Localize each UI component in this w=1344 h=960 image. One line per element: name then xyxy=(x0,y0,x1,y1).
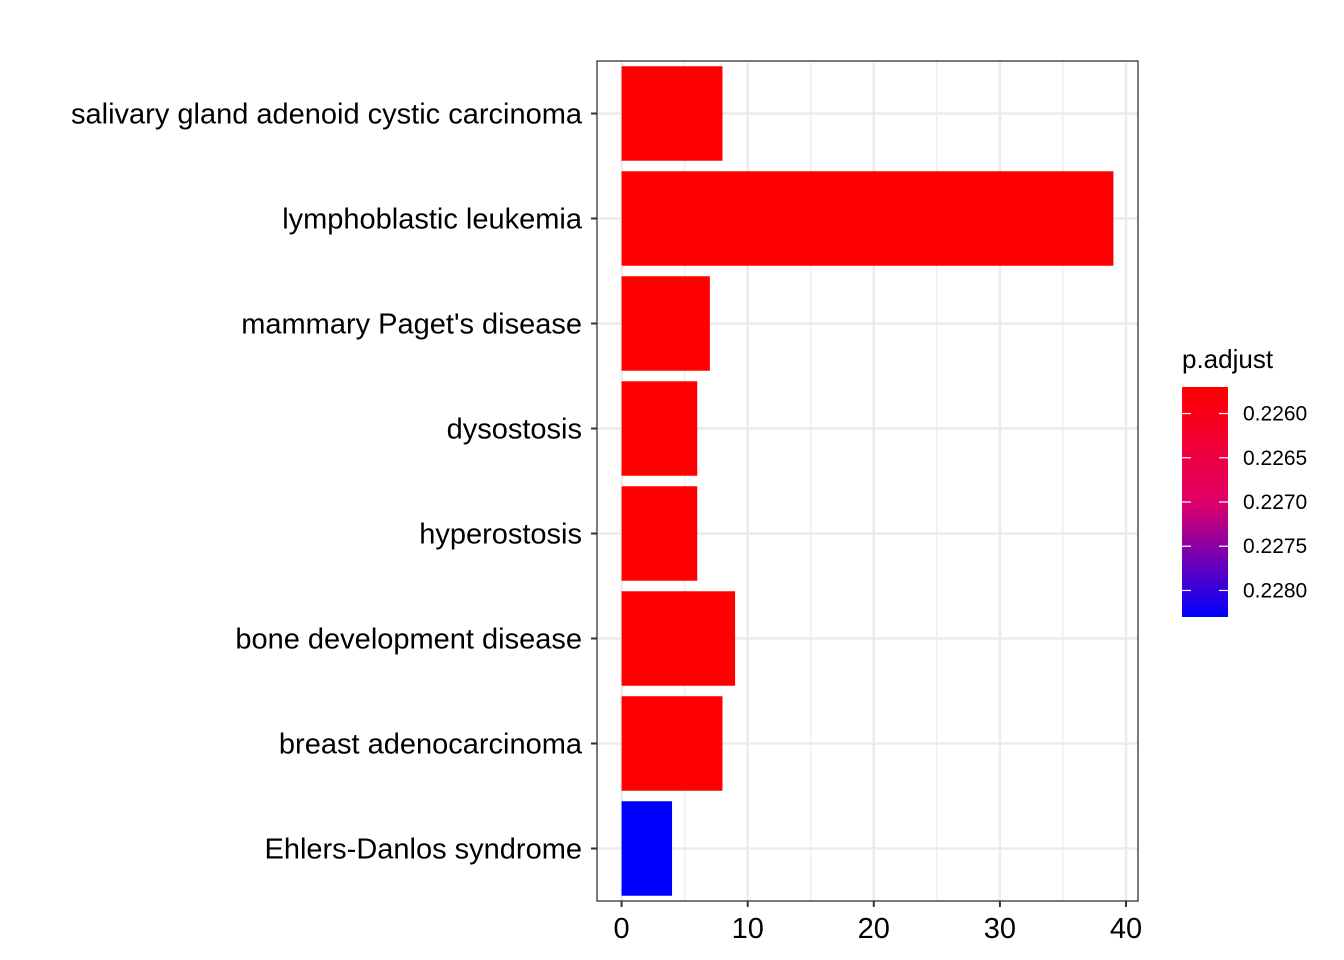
category-label: salivary gland adenoid cystic carcinoma xyxy=(71,99,583,131)
colorbar-label: 0.2265 xyxy=(1243,447,1307,470)
x-tick-label: 0 xyxy=(614,913,630,945)
category-label: mammary Paget's disease xyxy=(241,309,582,341)
category-label: hyperostosis xyxy=(419,519,582,551)
x-axis: 0 10 20 30 40 xyxy=(614,901,1142,945)
legend-title: p.adjust xyxy=(1182,344,1274,374)
category-label: bone development disease xyxy=(235,624,582,656)
colorbar-ticks: 0.2260 0.2265 0.2270 0.2275 0.2280 xyxy=(1182,403,1307,602)
category-label: lymphoblastic leukemia xyxy=(282,204,583,236)
bar xyxy=(621,801,673,896)
x-tick-label: 10 xyxy=(732,913,764,945)
colorbar-label: 0.2275 xyxy=(1243,535,1307,558)
bar xyxy=(621,276,710,371)
x-tick-label: 40 xyxy=(1110,913,1142,945)
colorbar-label: 0.2270 xyxy=(1243,491,1307,514)
colorbar-label: 0.2260 xyxy=(1243,403,1307,426)
category-label: breast adenocarcinoma xyxy=(279,729,583,761)
plot-panel-border xyxy=(596,60,1139,902)
y-axis: salivary gland adenoid cystic carcinoma l… xyxy=(71,99,597,866)
x-tick-label: 30 xyxy=(984,913,1016,945)
colorbar-label: 0.2280 xyxy=(1243,579,1307,602)
x-tick-label: 20 xyxy=(858,913,890,945)
bar xyxy=(621,66,723,161)
legend: p.adjust 0.2260 0.2265 0.2270 0.2275 0.2280 xyxy=(1182,344,1307,617)
bar xyxy=(621,591,736,686)
bars xyxy=(621,66,1114,896)
bar xyxy=(621,381,698,476)
bar xyxy=(621,486,698,581)
category-label: Ehlers-Danlos syndrome xyxy=(264,834,582,866)
bar xyxy=(621,171,1114,266)
category-label: dysostosis xyxy=(447,414,582,446)
bar xyxy=(621,696,723,791)
